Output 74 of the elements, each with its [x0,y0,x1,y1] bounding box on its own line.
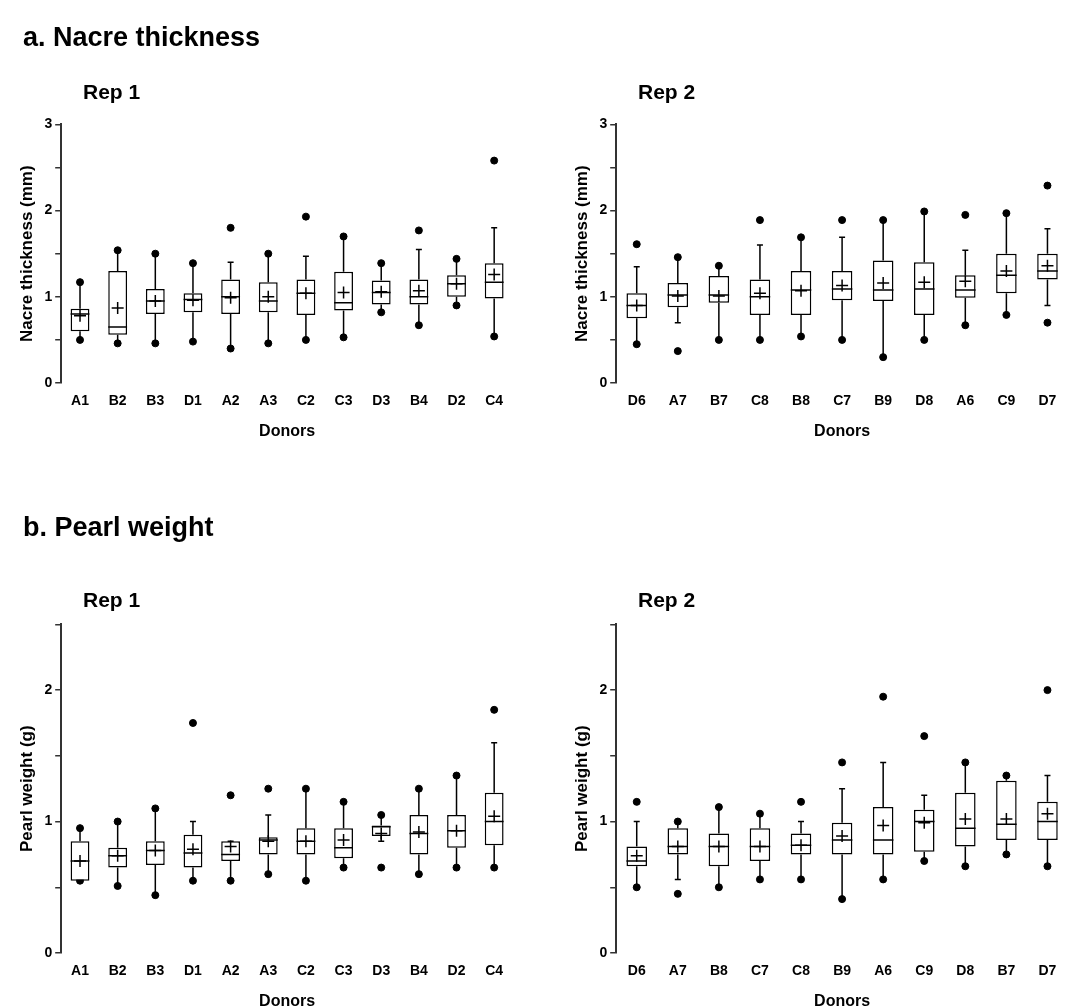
x-tick-label: B2 [108,392,127,409]
x-tick-label: C4 [485,392,504,409]
x-tick-label: C9 [915,962,934,979]
y-tick-label: 2 [44,680,53,697]
chart-title: a. Nacre thickness [23,22,261,53]
y-axis-title: Nacre thickness (mm) [571,165,591,343]
x-tick-label: D1 [184,962,203,979]
x-tick-label: C8 [750,392,770,409]
x-tick-label: B4 [409,962,429,979]
y-tick-label: 0 [599,373,608,390]
x-tick-label: C2 [296,962,316,979]
x-tick-label: D7 [1038,962,1057,979]
chart-subtitle: Rep 2 [638,80,696,104]
x-tick-label: C3 [334,392,353,409]
x-tick-label: B9 [874,392,893,409]
y-axis-title: Nacre thickness (mm) [16,165,36,343]
x-axis-title: Donors [259,991,316,1007]
x-tick-label: B2 [108,962,127,979]
x-tick-label: C9 [997,392,1016,409]
x-tick-label: D3 [372,392,391,409]
x-tick-label: C2 [296,392,316,409]
x-tick-label: A3 [259,962,278,979]
x-tick-label: B7 [709,392,729,409]
x-tick-label: A1 [71,392,90,409]
x-tick-label: B3 [146,392,165,409]
x-tick-label: B8 [709,962,729,979]
chart-subtitle: Rep 1 [83,80,141,104]
x-tick-label: B4 [409,392,429,409]
x-tick-label: C7 [750,962,770,979]
x-tick-label: D8 [956,962,975,979]
chart-subtitle: Rep 1 [83,588,141,612]
y-tick-label: 1 [599,812,608,829]
y-tick-label: 1 [44,812,53,829]
x-tick-label: A7 [668,392,687,409]
x-tick-label: C8 [792,962,811,979]
y-tick-label: 2 [599,680,608,697]
x-tick-label: D6 [627,392,646,409]
x-tick-label: B7 [997,962,1016,979]
y-tick-label: 2 [44,201,53,218]
y-tick-label: 3 [599,115,608,132]
x-tick-label: D2 [447,392,466,409]
x-tick-label: A6 [874,962,893,979]
x-tick-label: C3 [334,962,353,979]
y-tick-label: 1 [44,287,53,304]
x-tick-label: B9 [833,962,852,979]
x-tick-label: D6 [627,962,646,979]
y-tick-label: 0 [44,943,53,960]
x-tick-label: B8 [792,392,811,409]
y-tick-label: 1 [599,287,608,304]
x-tick-label: C7 [833,392,852,409]
y-axis-title: Pearl weight (g) [571,725,591,852]
x-tick-label: A7 [668,962,687,979]
x-tick-label: C4 [485,962,504,979]
x-axis-title: Donors [814,991,871,1007]
x-tick-label: A6 [956,392,975,409]
x-tick-label: A1 [71,962,90,979]
x-tick-label: B3 [146,962,165,979]
x-tick-label: D1 [184,392,203,409]
chart-title: b. Pearl weight [23,512,214,543]
x-axis-title: Donors [259,421,316,439]
x-axis-title: Donors [814,421,871,439]
chart-subtitle: Rep 2 [638,588,696,612]
x-tick-label: D7 [1038,392,1057,409]
y-tick-label: 0 [44,373,53,390]
x-tick-label: D2 [447,962,466,979]
y-axis-title: Pearl weight (g) [16,725,36,852]
x-tick-label: A2 [221,962,240,979]
x-tick-label: D3 [372,962,391,979]
x-tick-label: A3 [259,392,278,409]
y-tick-label: 3 [44,115,53,132]
y-tick-label: 2 [599,201,608,218]
x-tick-label: A2 [221,392,240,409]
y-tick-label: 0 [599,943,608,960]
x-tick-label: D8 [915,392,934,409]
